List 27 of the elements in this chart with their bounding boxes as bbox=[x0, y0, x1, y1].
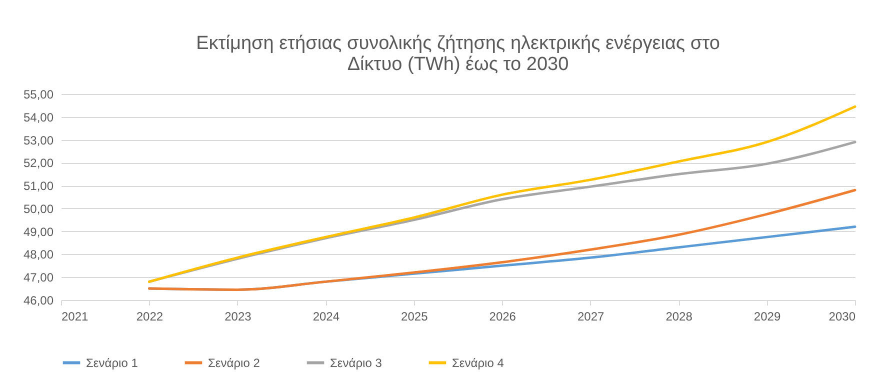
y-tick-label: 53,00 bbox=[23, 133, 54, 148]
y-tick-label: 51,00 bbox=[23, 179, 54, 194]
line-series bbox=[148, 188, 856, 291]
y-tick-label: 49,00 bbox=[23, 224, 54, 239]
x-tick-label: 2023 bbox=[224, 310, 252, 324]
x-tick-label: 2025 bbox=[401, 310, 428, 324]
x-tick-label: 2024 bbox=[312, 310, 340, 324]
x-tick-label: 2022 bbox=[136, 310, 164, 324]
x-tick-label: 2026 bbox=[489, 310, 516, 324]
y-tick-label: 47,00 bbox=[23, 270, 54, 285]
legend-label: Σενάριο 1 bbox=[86, 356, 138, 370]
x-tick-label: 2028 bbox=[666, 310, 693, 324]
y-tick-label: 54,00 bbox=[23, 110, 54, 124]
y-tick-label: 46,00 bbox=[23, 294, 54, 308]
y-tick-label: 52,00 bbox=[23, 156, 54, 170]
line-series bbox=[148, 105, 856, 283]
y-tick-label: 55,00 bbox=[23, 88, 54, 102]
x-tick-label: 2027 bbox=[577, 310, 605, 324]
legend-label: Σενάριο 3 bbox=[330, 356, 382, 370]
y-tick-label: 48,00 bbox=[23, 248, 54, 262]
y-tick-label: 50,00 bbox=[23, 202, 54, 216]
x-tick-label: 2021 bbox=[62, 310, 89, 324]
x-tick-label: 2030 bbox=[828, 310, 856, 324]
legend-label: Σενάριο 2 bbox=[208, 356, 260, 370]
chart-title: Εκτίμηση ετήσιας συνολικής ζήτησης ηλεκτρικής ενέργειας στο Δίκτυο (TWh) έως το 2030 bbox=[196, 33, 720, 75]
legend-label: Σενάριο 4 bbox=[452, 356, 504, 370]
x-tick-label: 2029 bbox=[754, 310, 781, 324]
